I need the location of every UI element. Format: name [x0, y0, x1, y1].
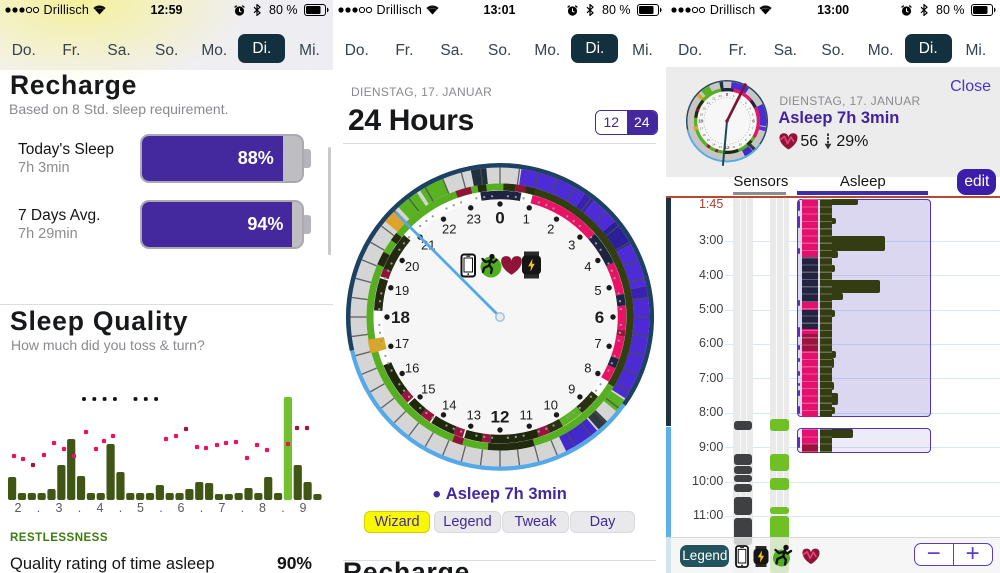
- svg-text:6: 6: [595, 308, 604, 327]
- svg-text:22: 22: [712, 97, 716, 101]
- svg-text:23: 23: [466, 211, 480, 226]
- svg-text:4: 4: [584, 259, 591, 274]
- svg-text:19: 19: [395, 283, 409, 298]
- svg-text:6: 6: [178, 501, 185, 515]
- svg-text:3: 3: [56, 501, 63, 515]
- svg-text:.: .: [241, 501, 244, 515]
- svg-text:19: 19: [700, 113, 704, 117]
- svg-text:8: 8: [749, 133, 751, 137]
- svg-text:.: .: [281, 501, 284, 515]
- svg-text:14: 14: [442, 397, 456, 412]
- svg-text:2: 2: [547, 222, 554, 237]
- svg-text:11: 11: [520, 408, 534, 423]
- svg-text:22: 22: [442, 222, 456, 237]
- svg-text:.: .: [78, 501, 81, 515]
- svg-text:8: 8: [584, 360, 591, 375]
- svg-text:5: 5: [137, 501, 144, 515]
- svg-text:16: 16: [703, 133, 707, 137]
- svg-text:4: 4: [749, 106, 751, 110]
- svg-text:18: 18: [698, 119, 704, 124]
- svg-text:3: 3: [745, 101, 747, 105]
- svg-text:6: 6: [753, 119, 756, 124]
- svg-text:15: 15: [421, 381, 435, 396]
- svg-text:5: 5: [752, 113, 754, 117]
- svg-text:1: 1: [523, 211, 530, 226]
- svg-text:20: 20: [703, 106, 707, 110]
- svg-text:15: 15: [707, 138, 711, 142]
- svg-text:12: 12: [725, 145, 731, 150]
- svg-text:5: 5: [594, 283, 601, 298]
- svg-text:7: 7: [219, 501, 226, 515]
- svg-text:23: 23: [719, 94, 723, 98]
- svg-text:.: .: [119, 501, 122, 515]
- svg-text:7: 7: [594, 336, 601, 351]
- svg-text:14: 14: [712, 142, 716, 146]
- svg-text:0: 0: [495, 209, 504, 228]
- svg-text:18: 18: [391, 308, 410, 327]
- svg-text:.: .: [200, 501, 203, 515]
- svg-text:9: 9: [568, 381, 575, 396]
- svg-text:.: .: [159, 501, 162, 515]
- svg-text:0: 0: [726, 92, 729, 97]
- svg-text:3: 3: [568, 238, 575, 253]
- svg-text:13: 13: [466, 408, 480, 423]
- svg-text:10: 10: [739, 142, 743, 146]
- svg-text:9: 9: [300, 501, 307, 515]
- svg-text:16: 16: [405, 360, 419, 375]
- svg-text:7: 7: [752, 126, 754, 130]
- svg-text:.: .: [37, 501, 40, 515]
- svg-text:21: 21: [707, 101, 711, 105]
- svg-text:9: 9: [745, 138, 747, 142]
- svg-text:20: 20: [405, 259, 419, 274]
- svg-text:2: 2: [15, 501, 22, 515]
- svg-text:13: 13: [719, 145, 723, 149]
- svg-text:12: 12: [491, 408, 510, 427]
- svg-text:17: 17: [395, 336, 409, 351]
- svg-text:4: 4: [97, 501, 104, 515]
- svg-text:8: 8: [259, 501, 266, 515]
- svg-text:10: 10: [544, 397, 558, 412]
- svg-text:2: 2: [740, 97, 742, 101]
- svg-text:17: 17: [700, 126, 704, 130]
- svg-text:1: 1: [733, 94, 735, 98]
- svg-text:11: 11: [733, 145, 736, 149]
